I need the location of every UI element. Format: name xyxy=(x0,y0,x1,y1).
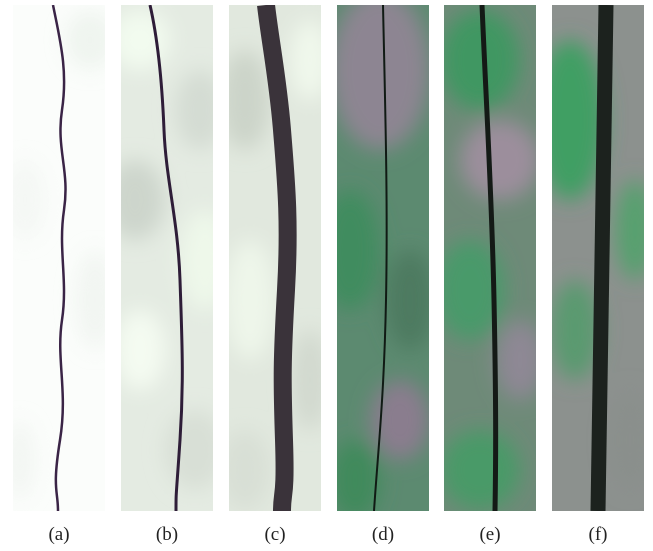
panel-label: (c) xyxy=(264,524,285,545)
panel-label: (f) xyxy=(589,524,608,545)
figure: (a) (b) (c) (d) (e) (f) xyxy=(0,0,653,551)
panel-image-f xyxy=(535,5,653,511)
panel-label: (a) xyxy=(48,524,69,545)
panel-label: (e) xyxy=(479,524,500,545)
panel-image-b xyxy=(105,5,230,511)
panel-label: (d) xyxy=(372,524,394,545)
figure-canvas: (a) (b) (c) (d) (e) (f) xyxy=(0,0,653,551)
panel-image-d xyxy=(320,0,435,520)
panel-image-e xyxy=(435,5,545,511)
panel-image-a xyxy=(5,5,115,511)
panel-label: (b) xyxy=(156,524,178,545)
panel-image-c xyxy=(220,5,330,511)
